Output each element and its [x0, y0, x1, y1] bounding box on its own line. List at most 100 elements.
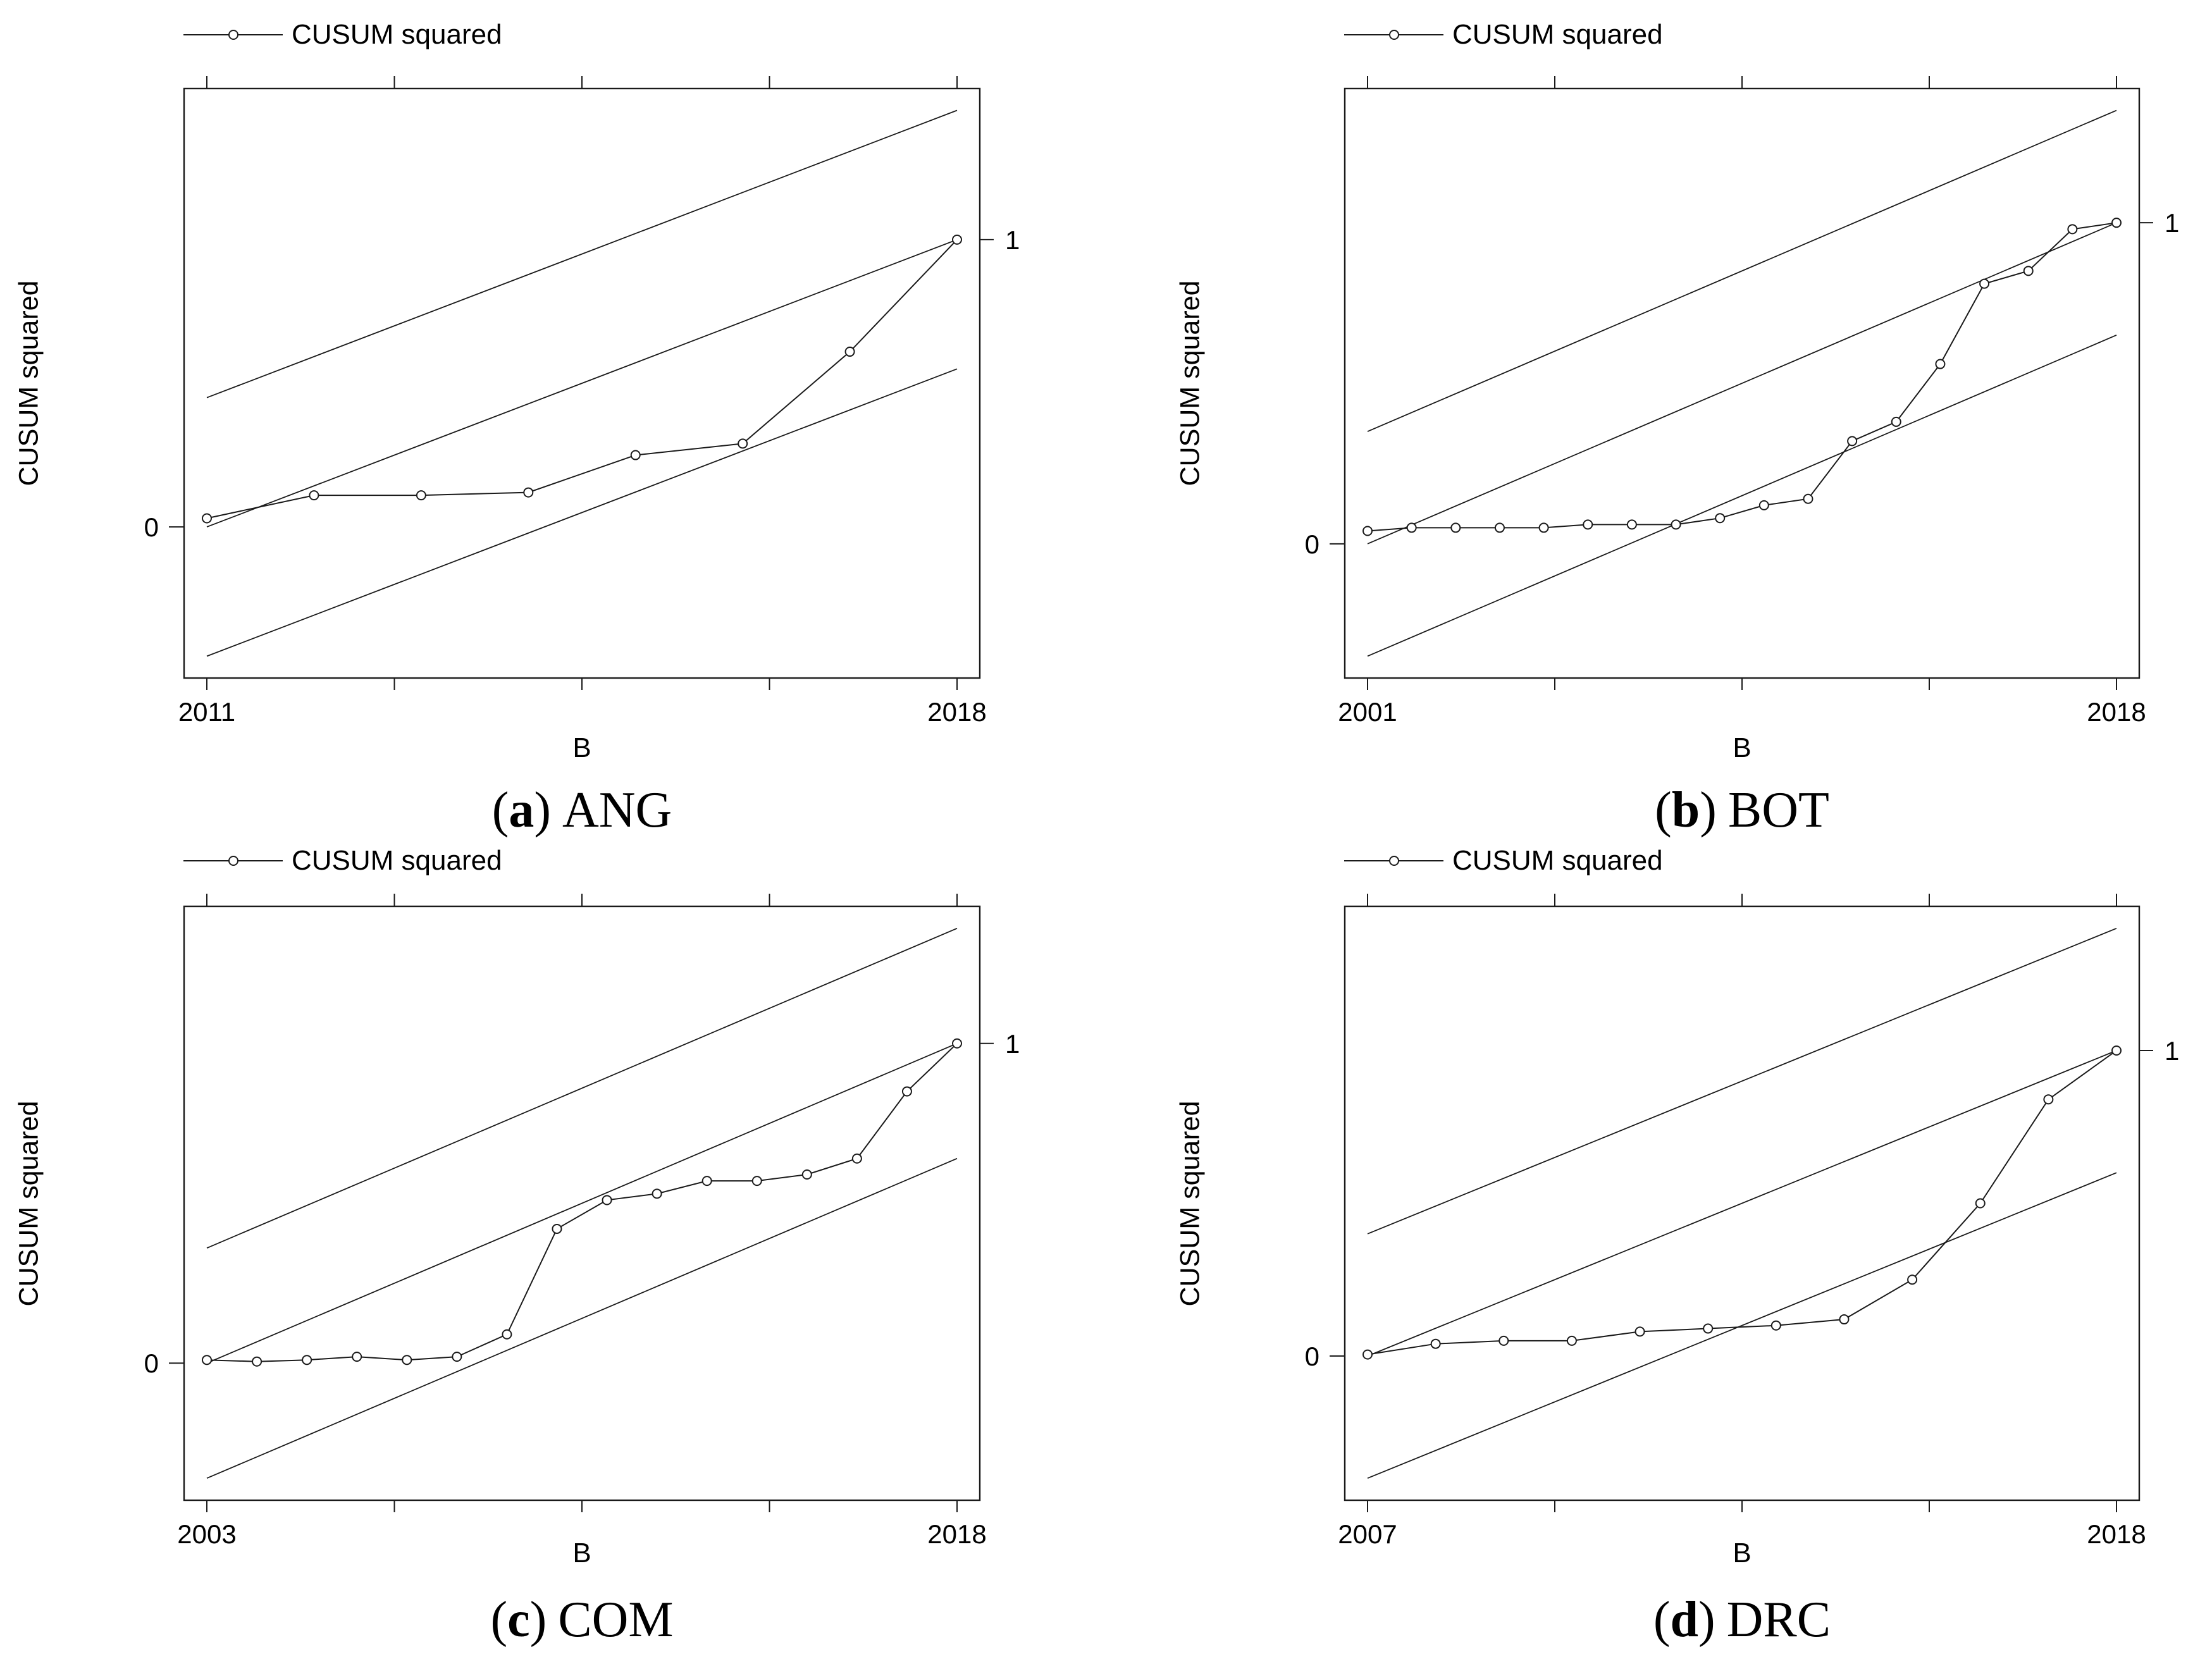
data-point-marker	[701, 1176, 712, 1187]
data-point-marker	[523, 487, 534, 498]
data-point-marker	[252, 1356, 263, 1367]
cusum-squared-line	[1367, 222, 2117, 532]
data-point-marker	[1450, 522, 1461, 533]
x-axis-label-c: B	[572, 1538, 591, 1569]
cusum-squared-line	[206, 1043, 958, 1362]
data-point-marker	[801, 1169, 812, 1180]
plot-panel-d: 0 1 2007 2018	[1305, 894, 2179, 1549]
data-point-marker	[1979, 278, 1990, 289]
data-point-marker	[202, 1355, 212, 1366]
upper-bound-line	[206, 109, 958, 398]
reference-line	[1367, 222, 2117, 545]
y-tick-label-zero: 0	[144, 512, 159, 542]
data-point-marker	[2043, 1094, 2054, 1105]
data-point-marker	[851, 1153, 862, 1164]
caption-paren: (	[491, 782, 509, 838]
reference-line	[1367, 1050, 2117, 1357]
legend-key-line	[183, 847, 283, 875]
upper-bound-line	[1367, 927, 2117, 1235]
legend-key-line	[1344, 21, 1443, 49]
data-point-marker	[1626, 519, 1637, 530]
reference-line	[206, 1042, 958, 1364]
x-tick-label-first: 2003	[177, 1519, 236, 1549]
caption-paren: )	[534, 782, 551, 838]
x-tick-label-last: 2018	[2087, 1519, 2146, 1549]
data-point-marker	[1498, 1335, 1509, 1346]
data-point-marker	[416, 490, 426, 501]
caption-letter: b	[1671, 782, 1700, 838]
data-point-marker	[952, 234, 962, 245]
x-axis-label-b: B	[1733, 732, 1752, 763]
x-tick-label-last: 2018	[927, 1519, 986, 1549]
legend-panel-c: CUSUM squared	[183, 847, 502, 875]
y-tick-label-zero: 0	[1305, 529, 1319, 559]
open-circle-marker-icon	[228, 856, 238, 866]
data-point-marker	[1703, 1323, 1714, 1334]
data-point-marker	[844, 347, 855, 357]
lower-bound-line	[206, 1157, 958, 1479]
legend-panel-d: CUSUM squared	[1344, 847, 1663, 875]
data-point-marker	[1839, 1314, 1850, 1325]
data-point-marker	[352, 1352, 362, 1362]
data-point-marker	[1715, 513, 1726, 524]
data-point-marker	[309, 490, 319, 501]
caption-paren: )	[1700, 782, 1717, 838]
data-point-marker	[652, 1188, 662, 1199]
open-circle-marker-icon	[228, 30, 238, 40]
y-tick-label-one: 1	[1005, 1029, 1020, 1059]
caption-letter: d	[1670, 1592, 1699, 1648]
data-point-marker	[1803, 493, 1813, 504]
data-point-marker	[2067, 224, 2078, 235]
data-point-marker	[1634, 1326, 1645, 1337]
legend-panel-b: CUSUM squared	[1344, 21, 1663, 49]
data-point-marker	[2111, 1045, 2122, 1056]
caption-name: COM	[558, 1592, 674, 1648]
data-point-marker	[502, 1329, 512, 1340]
caption-c: (c) COM	[490, 1591, 673, 1649]
cusum-squared-line	[206, 239, 958, 519]
caption-name: ANG	[562, 782, 672, 838]
plot-panel-c: 0 1 2003 2018	[144, 894, 1020, 1549]
y-axis-label-b: CUSUM squared	[1175, 280, 1206, 486]
data-point-marker	[901, 1086, 912, 1097]
x-tick-label-last: 2018	[927, 697, 986, 727]
legend-panel-a: CUSUM squared	[183, 21, 502, 49]
caption-letter: a	[509, 782, 534, 838]
data-point-marker	[2111, 218, 2122, 228]
x-axis-label-a: B	[572, 732, 591, 763]
caption-paren: (	[1655, 782, 1672, 838]
caption-paren: (	[1653, 1592, 1671, 1648]
data-point-marker	[1583, 519, 1593, 530]
reference-line	[206, 239, 958, 527]
data-point-marker	[452, 1352, 462, 1362]
cusum-squared-line	[1367, 1050, 2117, 1355]
open-circle-marker-icon	[1388, 30, 1399, 40]
data-point-marker	[552, 1223, 562, 1234]
plot-panel-a: 0 1 2011 2018	[144, 76, 1020, 727]
data-point-marker	[1566, 1335, 1577, 1346]
open-circle-marker-icon	[1388, 856, 1399, 866]
data-point-marker	[1847, 436, 1858, 447]
upper-bound-line	[1367, 109, 2117, 432]
data-point-marker	[751, 1176, 762, 1187]
lower-bound-line	[1367, 335, 2117, 657]
data-point-marker	[952, 1038, 962, 1049]
y-tick-label-one: 1	[1005, 225, 1020, 255]
caption-paren: (	[490, 1592, 508, 1648]
legend-label: CUSUM squared	[1452, 19, 1663, 50]
data-point-marker	[738, 438, 748, 449]
x-tick-label-first: 2011	[178, 697, 235, 727]
caption-paren: )	[1698, 1592, 1715, 1648]
data-point-marker	[2023, 266, 2034, 276]
y-axis-label-c: CUSUM squared	[13, 1101, 44, 1307]
lower-bound-line	[206, 368, 958, 657]
x-tick-label-first: 2001	[1338, 697, 1397, 727]
data-point-marker	[630, 450, 641, 460]
data-point-marker	[1362, 1349, 1373, 1360]
data-point-marker	[1538, 522, 1549, 533]
data-point-marker	[1975, 1198, 1986, 1209]
data-point-marker	[1891, 416, 1901, 427]
data-point-marker	[1671, 519, 1681, 530]
data-point-marker	[1362, 526, 1373, 536]
